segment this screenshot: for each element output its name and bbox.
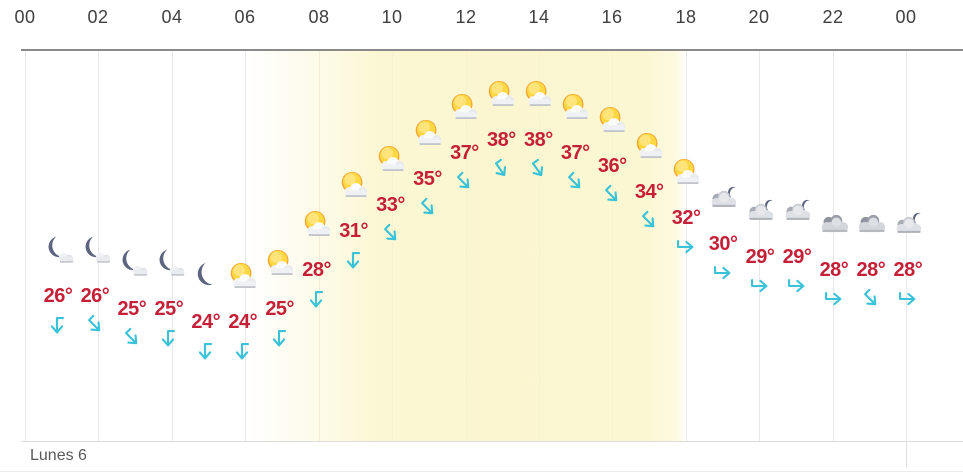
sun-cloud-icon [519, 78, 557, 112]
cloud-moon-icon [778, 195, 816, 229]
gridline [319, 51, 320, 441]
temperature-label: 28° [819, 259, 849, 281]
wind-direction-arrow-icon [230, 339, 254, 363]
gridline [906, 51, 907, 441]
gridline [833, 51, 834, 441]
wind-direction-arrow-icon [784, 274, 808, 298]
page-bottom-line [0, 471, 963, 472]
axis-top-line [21, 49, 963, 51]
temperature-label: 35° [413, 168, 442, 190]
moon-icon [187, 260, 225, 294]
wind-direction-arrow-icon [821, 287, 845, 311]
sun-cloud-icon [667, 156, 705, 190]
temperature-label: 28° [302, 259, 332, 281]
hour-tick-label: 18 [675, 7, 697, 27]
hour-tick-label: 00 [14, 7, 36, 27]
moon-cloud-icon [113, 247, 151, 281]
temperature-label: 25° [265, 298, 295, 320]
hour-tick-label: 04 [161, 7, 183, 27]
temperature-label: 28° [856, 259, 886, 281]
moon-cloud-icon [76, 234, 114, 268]
temperature-label: 29° [745, 246, 775, 268]
wind-direction-arrow-icon [304, 287, 328, 311]
wind-direction-arrow-icon [193, 339, 217, 363]
temperature-label: 26° [43, 285, 73, 307]
gridline [172, 51, 173, 441]
wind-direction-arrow-icon [895, 287, 919, 311]
hour-tick-label: 00 [895, 7, 917, 27]
moon-cloud-icon [150, 247, 188, 281]
temperature-label: 30° [708, 233, 738, 255]
temperature-label: 25° [154, 298, 184, 320]
wind-direction-arrow-icon [673, 235, 697, 259]
temperature-label: 28° [893, 259, 923, 281]
cloud-icon [815, 208, 853, 242]
wind-direction-arrow-icon [114, 321, 148, 355]
hour-tick-label: 06 [234, 7, 256, 27]
cloud-moon-icon [704, 182, 742, 216]
cloud-icon [852, 208, 890, 242]
wind-direction-arrow-icon [747, 274, 771, 298]
hour-tick-label: 08 [308, 7, 330, 27]
cloud-moon-icon [741, 195, 779, 229]
moon-cloud-icon [39, 234, 77, 268]
hour-tick-label: 20 [748, 7, 770, 27]
temperature-label: 31° [339, 220, 368, 242]
day-boundary-divider [906, 441, 907, 467]
wind-direction-arrow-icon [45, 313, 69, 337]
sun-cloud-icon [224, 260, 262, 294]
sun-cloud-icon [630, 130, 668, 164]
wind-direction-arrow-icon [267, 326, 291, 350]
wind-direction-arrow-icon [341, 248, 365, 272]
wind-direction-arrow-icon [710, 261, 734, 285]
gridline [98, 51, 99, 441]
temperature-label: 25° [117, 298, 147, 320]
temperature-label: 26° [80, 285, 110, 307]
wind-direction-arrow-icon [156, 326, 180, 350]
gridline [245, 51, 246, 441]
sun-cloud-icon [593, 104, 631, 138]
hour-tick-label: 16 [601, 7, 623, 27]
gridline [759, 51, 760, 441]
sun-cloud-icon [445, 91, 483, 125]
temperature-label: 29° [782, 246, 812, 268]
cloud-moon-icon [889, 208, 927, 242]
day-label: Lunes 6 [30, 447, 87, 464]
hour-tick-label: 12 [455, 7, 477, 27]
gridline [25, 51, 26, 441]
hour-tick-label: 14 [528, 7, 550, 27]
plot-bottom-line [21, 441, 963, 442]
hour-tick-label: 02 [87, 7, 109, 27]
sun-cloud-icon [556, 91, 594, 125]
hour-tick-label: 10 [381, 7, 403, 27]
temperature-label: 24° [191, 311, 221, 333]
hour-tick-label: 22 [822, 7, 844, 27]
sun-cloud-icon [482, 78, 520, 112]
temperature-label: 33° [376, 194, 405, 216]
wind-direction-arrow-icon [853, 282, 887, 316]
